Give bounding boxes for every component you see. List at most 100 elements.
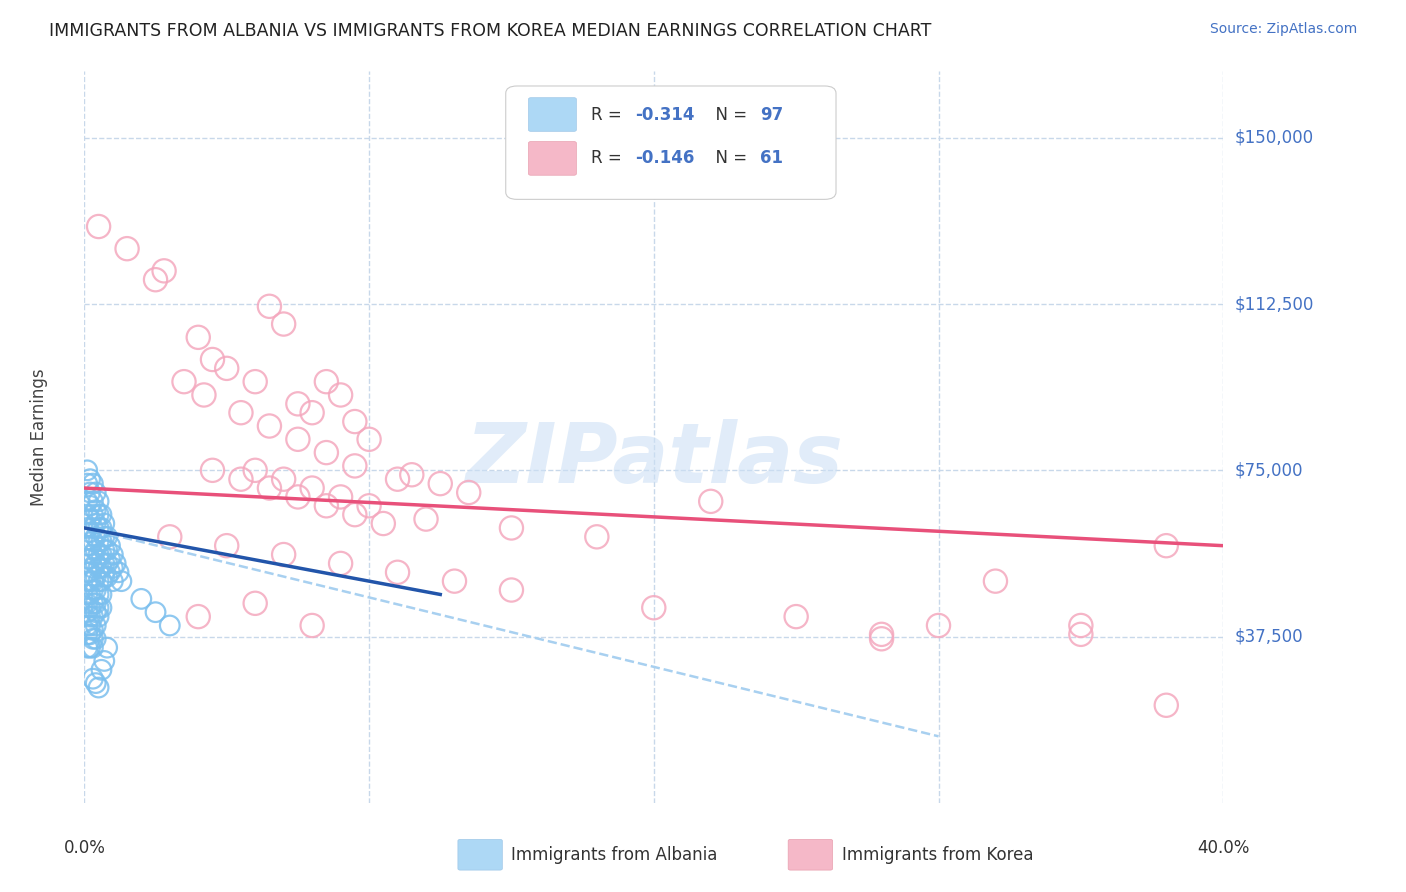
Point xyxy=(79,609,101,624)
Point xyxy=(131,591,153,606)
Point xyxy=(82,632,104,646)
Point xyxy=(107,566,129,580)
Point xyxy=(93,557,115,571)
Point xyxy=(79,587,101,601)
Point xyxy=(82,548,104,562)
Point xyxy=(76,476,98,491)
Point xyxy=(87,548,110,562)
Point xyxy=(93,530,115,544)
Point xyxy=(84,543,107,558)
Point xyxy=(700,494,723,508)
Point xyxy=(82,508,104,522)
FancyBboxPatch shape xyxy=(506,86,837,200)
Point xyxy=(76,596,98,610)
Point xyxy=(343,508,366,522)
Text: 61: 61 xyxy=(759,149,783,168)
Text: IMMIGRANTS FROM ALBANIA VS IMMIGRANTS FROM KOREA MEDIAN EARNINGS CORRELATION CHA: IMMIGRANTS FROM ALBANIA VS IMMIGRANTS FR… xyxy=(49,22,932,40)
Point xyxy=(76,552,98,566)
Point xyxy=(79,627,101,641)
Point xyxy=(301,618,323,632)
Point xyxy=(329,490,352,504)
Text: 0.0%: 0.0% xyxy=(63,839,105,857)
Point xyxy=(96,543,118,558)
Point xyxy=(96,640,118,655)
Text: Immigrants from Albania: Immigrants from Albania xyxy=(512,846,718,863)
Point xyxy=(1070,618,1092,632)
Point xyxy=(870,632,893,646)
Point xyxy=(415,512,437,526)
Point xyxy=(245,375,267,389)
Point xyxy=(101,574,124,589)
Point xyxy=(76,521,98,535)
Text: N =: N = xyxy=(704,149,752,168)
Point xyxy=(84,596,107,610)
Text: Source: ZipAtlas.com: Source: ZipAtlas.com xyxy=(1209,22,1357,37)
Text: $75,000: $75,000 xyxy=(1234,461,1303,479)
Text: R =: R = xyxy=(591,149,627,168)
Point xyxy=(245,596,267,610)
Point xyxy=(229,472,252,486)
Point xyxy=(928,618,950,632)
Point xyxy=(82,609,104,624)
Point xyxy=(187,330,209,344)
Point xyxy=(343,458,366,473)
Point xyxy=(76,508,98,522)
Point xyxy=(215,539,238,553)
Point xyxy=(96,570,118,584)
Point xyxy=(87,534,110,549)
Point xyxy=(76,627,98,641)
Point xyxy=(76,587,98,601)
Text: -0.314: -0.314 xyxy=(636,105,695,123)
Point xyxy=(287,490,309,504)
Point xyxy=(315,499,337,513)
Point xyxy=(79,512,101,526)
Point xyxy=(443,574,465,589)
Point xyxy=(93,654,115,668)
Point xyxy=(301,406,323,420)
Point xyxy=(101,548,124,562)
Point xyxy=(84,570,107,584)
Point xyxy=(79,525,101,540)
Text: $150,000: $150,000 xyxy=(1234,128,1313,147)
Point xyxy=(82,534,104,549)
Point xyxy=(79,539,101,553)
Point xyxy=(329,388,352,402)
Point xyxy=(173,375,195,389)
Point xyxy=(145,605,167,619)
Text: N =: N = xyxy=(704,105,752,123)
Text: R =: R = xyxy=(591,105,627,123)
Point xyxy=(387,566,409,580)
Point xyxy=(586,530,609,544)
Point xyxy=(457,485,479,500)
Point xyxy=(87,587,110,601)
Point xyxy=(90,587,112,601)
Point xyxy=(84,557,107,571)
Point xyxy=(115,242,138,256)
Point xyxy=(273,548,295,562)
Point xyxy=(201,463,224,477)
Point xyxy=(76,539,98,553)
Point xyxy=(87,494,110,508)
Text: Median Earnings: Median Earnings xyxy=(30,368,48,506)
Point xyxy=(98,539,121,553)
Point xyxy=(273,472,295,486)
Point xyxy=(84,485,107,500)
Point xyxy=(90,548,112,562)
Point xyxy=(287,397,309,411)
Point xyxy=(84,632,107,646)
Point xyxy=(90,663,112,677)
Point xyxy=(90,600,112,615)
FancyBboxPatch shape xyxy=(458,839,502,870)
Point xyxy=(145,273,167,287)
Point xyxy=(643,600,665,615)
Point xyxy=(98,566,121,580)
Point xyxy=(87,219,110,234)
Point xyxy=(90,574,112,589)
Point xyxy=(84,516,107,531)
Text: $37,500: $37,500 xyxy=(1234,628,1303,646)
Point xyxy=(501,521,523,535)
Point xyxy=(429,476,451,491)
Point xyxy=(101,561,124,575)
Point xyxy=(82,640,104,655)
Point xyxy=(87,521,110,535)
